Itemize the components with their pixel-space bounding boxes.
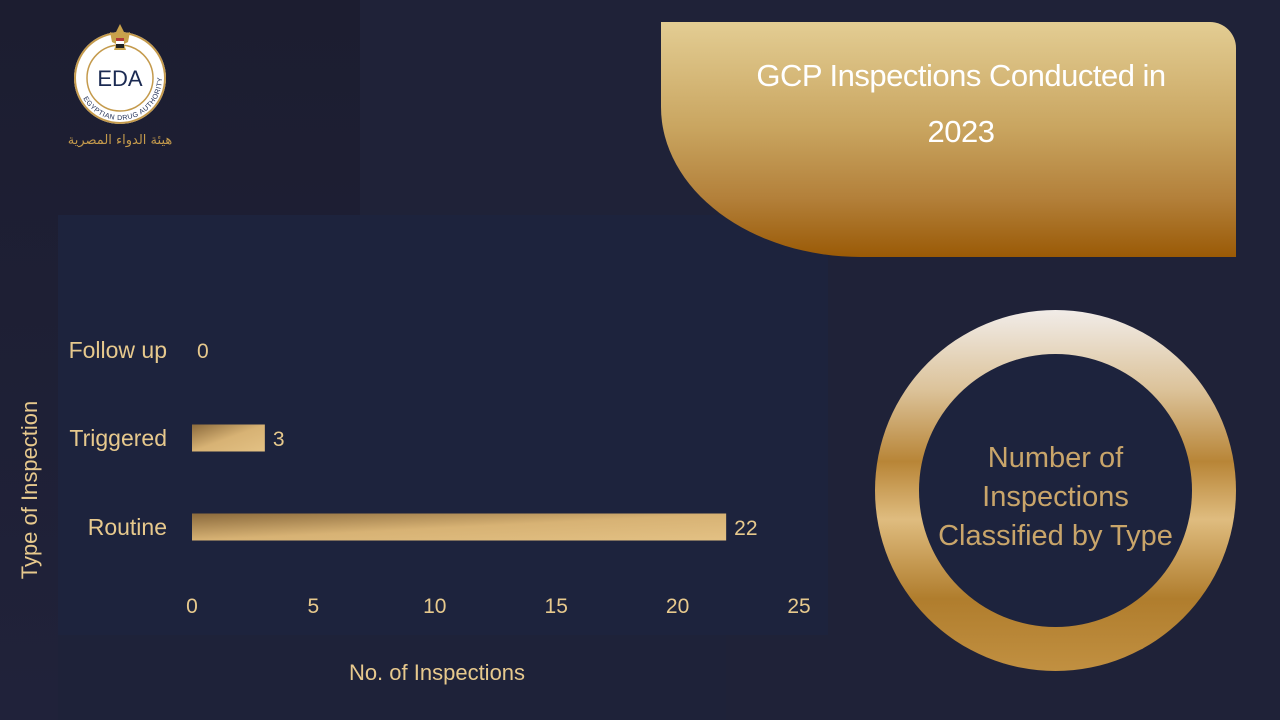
ring-center: Number of Inspections Classified by Type [919,354,1192,627]
x-tick-label: 5 [308,595,320,618]
chart-title: GCP Inspections Conducted in 2023 [721,48,1201,160]
axis-title-panel-background [58,635,726,720]
y-axis-title: Type of Inspection [17,401,42,580]
category-label-follow-up: Follow up [69,337,167,363]
eda-logo-graphic: EDA EGYPTIAN DRUG AUTHORITY هيئة الدواء … [68,24,172,148]
x-tick-label: 0 [186,595,198,618]
value-labels-group: 0 3 22 [197,340,758,540]
x-tick-labels-group: 0 5 10 15 20 25 [186,595,811,618]
title-banner: GCP Inspections Conducted in 2023 [661,22,1236,257]
x-tick-label: 20 [666,595,689,618]
value-label-routine: 22 [734,517,757,540]
decorative-ring: Number of Inspections Classified by Type [875,310,1236,671]
category-label-triggered: Triggered [69,425,167,451]
value-label-triggered: 3 [273,428,285,451]
x-tick-label: 15 [545,595,568,618]
x-tick-label: 25 [787,595,810,618]
title-line-2: 2023 [927,114,995,149]
value-label-follow-up: 0 [197,340,209,363]
category-labels-group: Follow up Triggered Routine [69,337,167,540]
title-line-1: GCP Inspections Conducted in [756,58,1166,93]
chart-panel-background [58,215,828,635]
bars-group [192,424,727,541]
bar-triggered [192,424,265,452]
x-tick-label: 10 [423,595,446,618]
svg-text:هيئة الدواء المصرية: هيئة الدواء المصرية [68,133,172,148]
eagle-emblem-icon [110,24,130,50]
bar-routine [192,513,727,541]
eda-logo: EDA EGYPTIAN DRUG AUTHORITY هيئة الدواء … [68,20,172,150]
ring-caption: Number of Inspections Classified by Type [938,442,1173,552]
category-label-routine: Routine [88,514,167,540]
svg-text:EDA: EDA [97,66,143,91]
x-axis-title: No. of Inspections [349,660,525,685]
